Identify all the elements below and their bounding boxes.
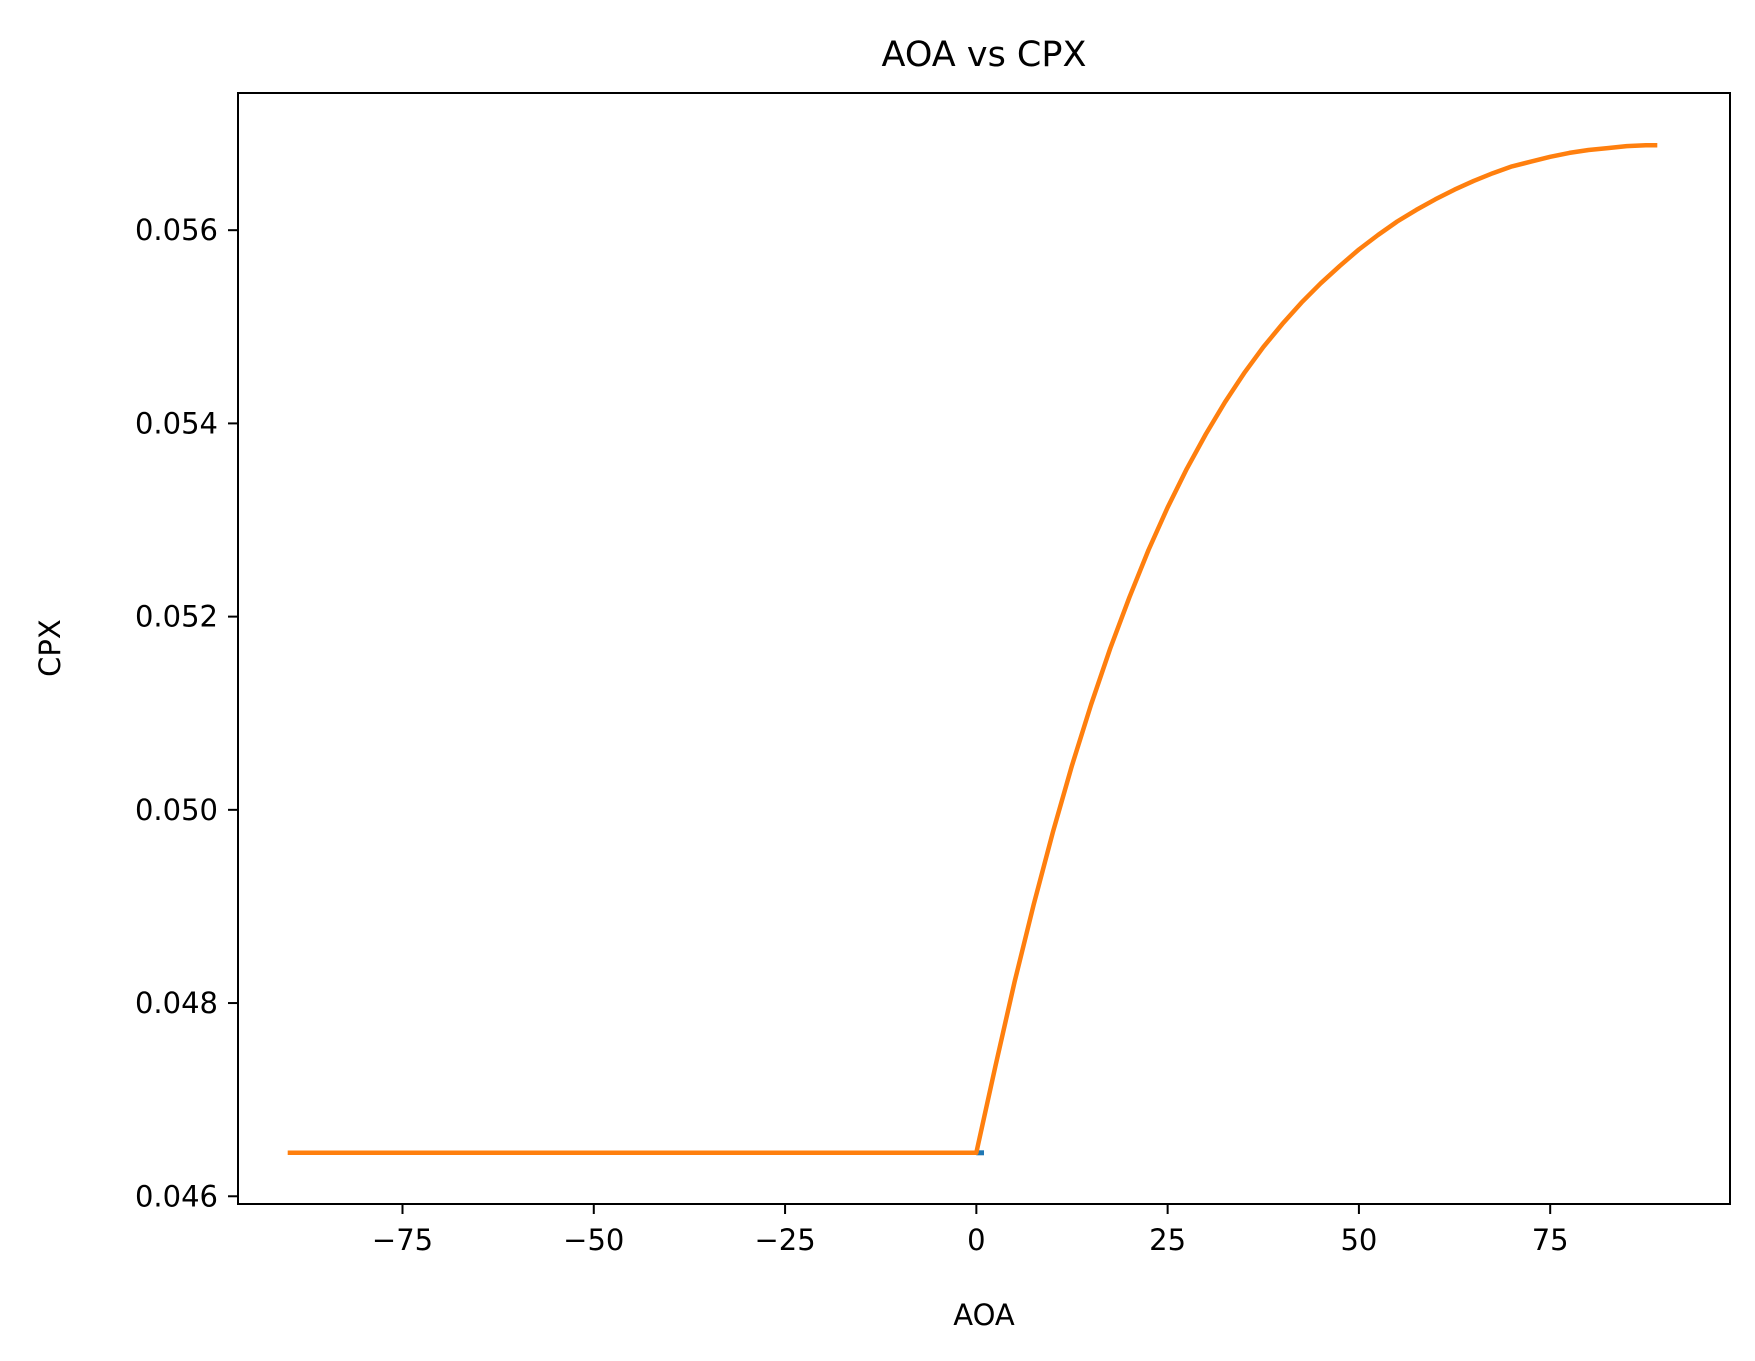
x-tick-label: 0 — [967, 1223, 985, 1257]
y-tick-label: 0.056 — [135, 213, 218, 247]
y-axis: 0.046 0.048 0.050 0.052 0.054 0.056 — [135, 213, 238, 1213]
x-axis: −75 −50 −25 0 25 50 75 — [372, 1204, 1569, 1257]
series-line-2 — [287, 142, 1658, 1156]
plot-frame — [237, 92, 1731, 1205]
y-axis-label: CPX — [33, 619, 67, 677]
x-tick-label: −50 — [563, 1223, 624, 1257]
x-tick-label: 75 — [1532, 1223, 1569, 1257]
chart-title: AOA vs CPX — [882, 35, 1087, 75]
x-axis-label: AOA — [953, 1298, 1015, 1332]
y-tick-label: 0.048 — [135, 986, 218, 1020]
y-tick-label: 0.054 — [135, 406, 218, 440]
x-tick-label: −25 — [754, 1223, 815, 1257]
x-tick-label: 50 — [1340, 1223, 1377, 1257]
x-tick-label: −75 — [372, 1223, 433, 1257]
y-tick-label: 0.046 — [135, 1179, 218, 1213]
y-tick-label: 0.050 — [135, 793, 218, 827]
x-tick-label: 25 — [1149, 1223, 1186, 1257]
series-layer — [287, 142, 1658, 1156]
y-tick-label: 0.052 — [135, 600, 218, 634]
